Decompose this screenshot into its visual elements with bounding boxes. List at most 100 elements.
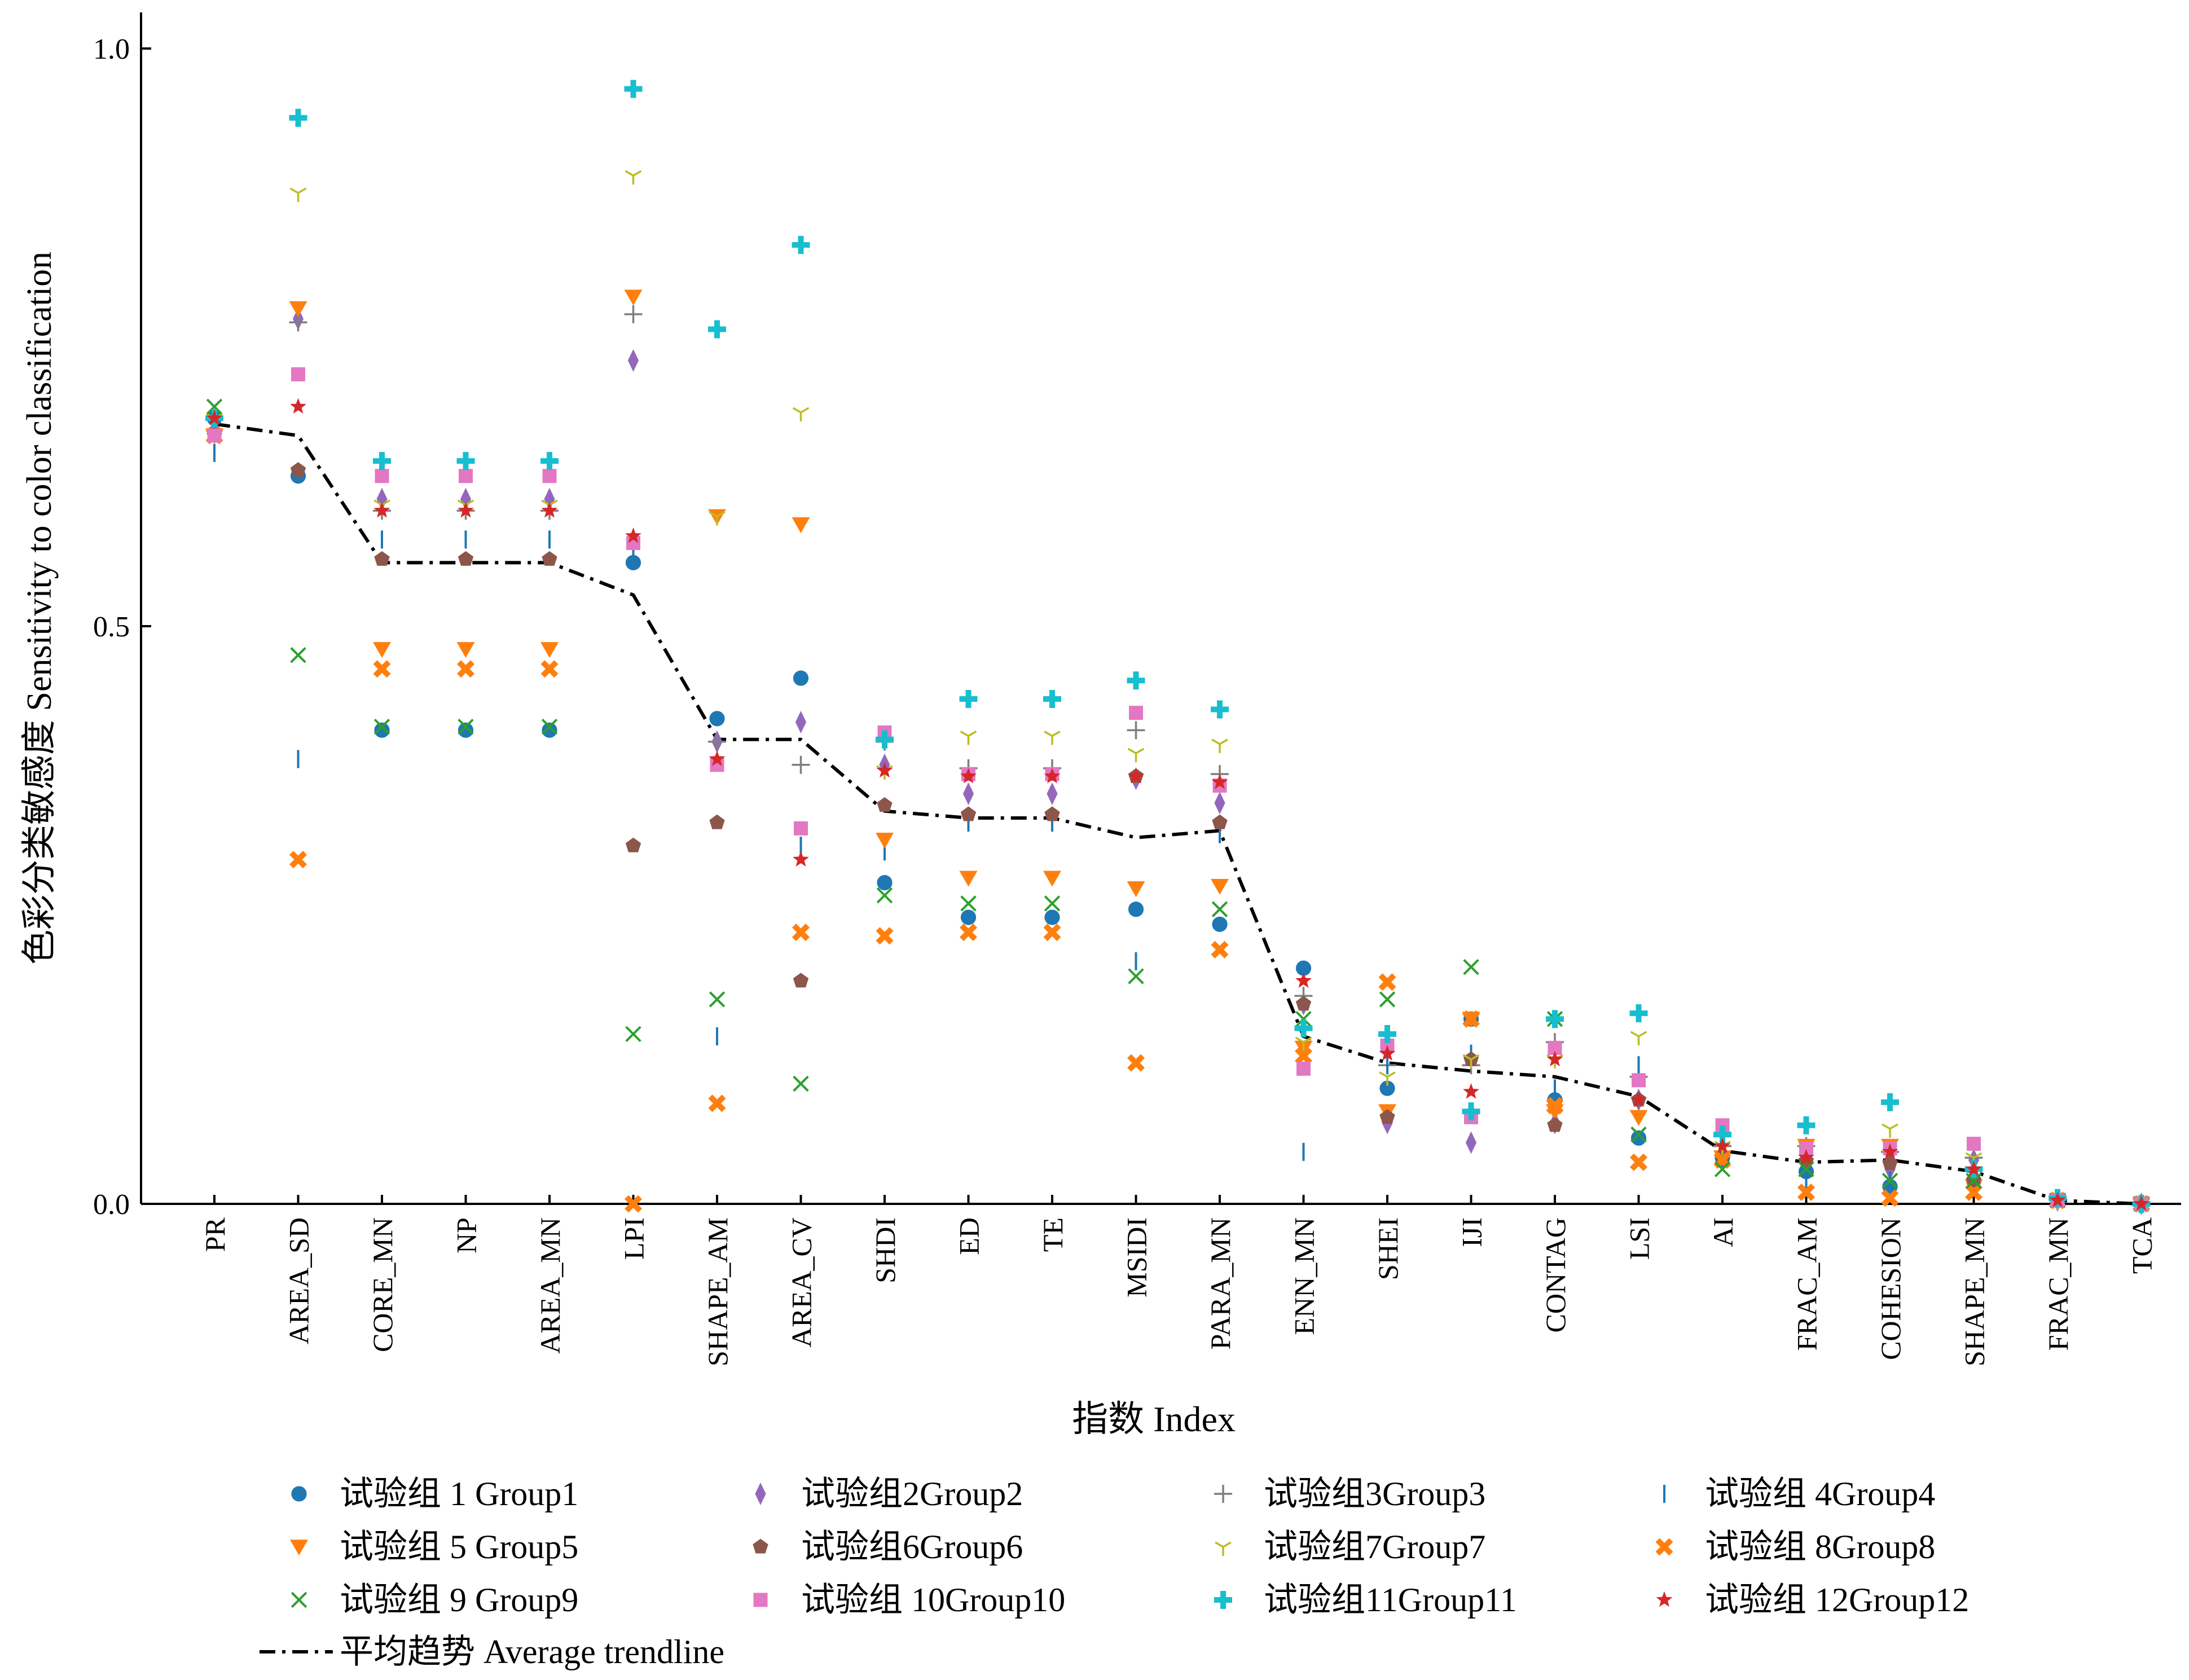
data-point	[1462, 1054, 1480, 1068]
data-point	[1043, 923, 1061, 942]
data-point	[459, 469, 473, 483]
data-point	[876, 833, 894, 849]
x-tick-label: AREA_MN	[534, 1217, 566, 1354]
data-point	[1295, 1011, 1312, 1027]
x-tick-label: AI	[1707, 1217, 1739, 1247]
legend-label: 试验组2Group2	[801, 1475, 1023, 1512]
data-point	[1967, 1137, 1981, 1151]
data-point	[1881, 1093, 1899, 1111]
data-point	[1044, 768, 1061, 784]
series-group-11	[205, 80, 2151, 1213]
y-tick-label: 0.0	[93, 1189, 130, 1221]
legend-marker	[291, 1486, 307, 1502]
legend-marker	[755, 1483, 766, 1505]
axes	[140, 12, 2181, 1205]
series-group-9	[206, 398, 2150, 1212]
x-tick-label: IJI	[1456, 1217, 1488, 1247]
data-point	[289, 108, 307, 127]
data-point	[1211, 700, 1229, 719]
data-point	[456, 642, 475, 658]
data-point	[291, 367, 305, 382]
data-point	[1379, 1080, 1395, 1096]
data-point	[708, 732, 726, 751]
data-point	[1127, 721, 1145, 740]
data-point	[374, 722, 390, 738]
data-point	[289, 301, 307, 317]
data-point	[1043, 690, 1061, 709]
x-tick-label: PR	[199, 1217, 231, 1252]
data-point	[624, 80, 643, 98]
data-point	[1463, 1083, 1479, 1099]
data-point	[206, 398, 223, 415]
data-point	[1211, 738, 1228, 753]
x-tick-label: LPI	[618, 1217, 650, 1260]
series-group-7	[206, 170, 2150, 1213]
data-point	[1630, 1130, 1647, 1146]
data-point	[1465, 1131, 1477, 1154]
x-tick-label: PARA_MN	[1205, 1217, 1236, 1349]
legend-marker	[1215, 1541, 1232, 1556]
series-group-3	[205, 305, 2151, 1213]
legend-marker	[291, 1591, 307, 1608]
data-point	[374, 551, 390, 566]
data-point	[795, 710, 807, 733]
data-point	[794, 821, 808, 835]
legend-label: 平均趋势 Average trendline	[340, 1633, 724, 1670]
data-point	[456, 660, 475, 678]
data-point	[1379, 1071, 1396, 1086]
data-point	[376, 487, 388, 511]
data-point	[1127, 1054, 1145, 1072]
data-point	[1212, 916, 1228, 932]
data-point	[1044, 806, 1060, 821]
data-point	[1379, 991, 1396, 1008]
data-point	[1212, 814, 1228, 829]
series-group-5	[205, 289, 2151, 1213]
data-point	[289, 187, 307, 202]
y-tick-label: 0.5	[93, 611, 130, 643]
data-point	[456, 452, 475, 470]
data-point	[1128, 968, 1144, 984]
x-tick-label: ED	[953, 1217, 985, 1255]
x-tick-label: FRAC_AM	[1791, 1217, 1823, 1351]
data-point	[1629, 1153, 1648, 1171]
data-point	[962, 782, 974, 805]
data-point	[1546, 1050, 1563, 1067]
data-point	[625, 837, 641, 852]
data-point	[792, 755, 810, 774]
data-point	[1044, 731, 1061, 745]
data-point	[959, 690, 978, 709]
data-point	[289, 851, 307, 869]
data-point	[1214, 791, 1225, 815]
legend-label: 试验组 5 Group5	[340, 1528, 578, 1565]
data-point	[2133, 1195, 2150, 1211]
data-point	[1043, 870, 1061, 887]
data-point	[708, 320, 726, 338]
data-point	[1128, 901, 1144, 917]
data-point	[542, 469, 557, 483]
data-point	[458, 551, 474, 566]
legend: 试验组 1 Group1 试验组2Group2 试验组3Group3 试验组 4Gro…	[260, 1475, 1969, 1670]
series-group-12	[206, 398, 2150, 1211]
data-point	[709, 814, 725, 829]
data-point	[960, 895, 977, 912]
data-point	[792, 923, 810, 942]
data-point	[1463, 958, 1479, 975]
data-point	[1211, 901, 1228, 917]
data-point	[1047, 782, 1058, 805]
data-point	[1966, 1160, 1982, 1176]
legend-label: 试验组 4Group4	[1705, 1475, 1935, 1512]
data-point	[792, 407, 810, 422]
data-point	[1882, 1143, 1898, 1159]
x-axis-label: 指数 Index	[1072, 1399, 1236, 1439]
legend-marker	[1655, 1538, 1673, 1556]
data-point	[373, 718, 390, 735]
data-point	[1882, 1172, 1898, 1189]
legend-marker	[290, 1540, 308, 1556]
x-tick-label: NP	[451, 1217, 482, 1254]
data-point	[793, 851, 809, 867]
data-point	[1379, 1109, 1395, 1124]
legend-marker	[1214, 1485, 1232, 1503]
legend-label: 试验组6Group6	[801, 1528, 1023, 1565]
legend-marker	[753, 1593, 768, 1607]
y-axis-label: 色彩分类敏感度 Sensitivity to color classificat…	[20, 252, 59, 965]
